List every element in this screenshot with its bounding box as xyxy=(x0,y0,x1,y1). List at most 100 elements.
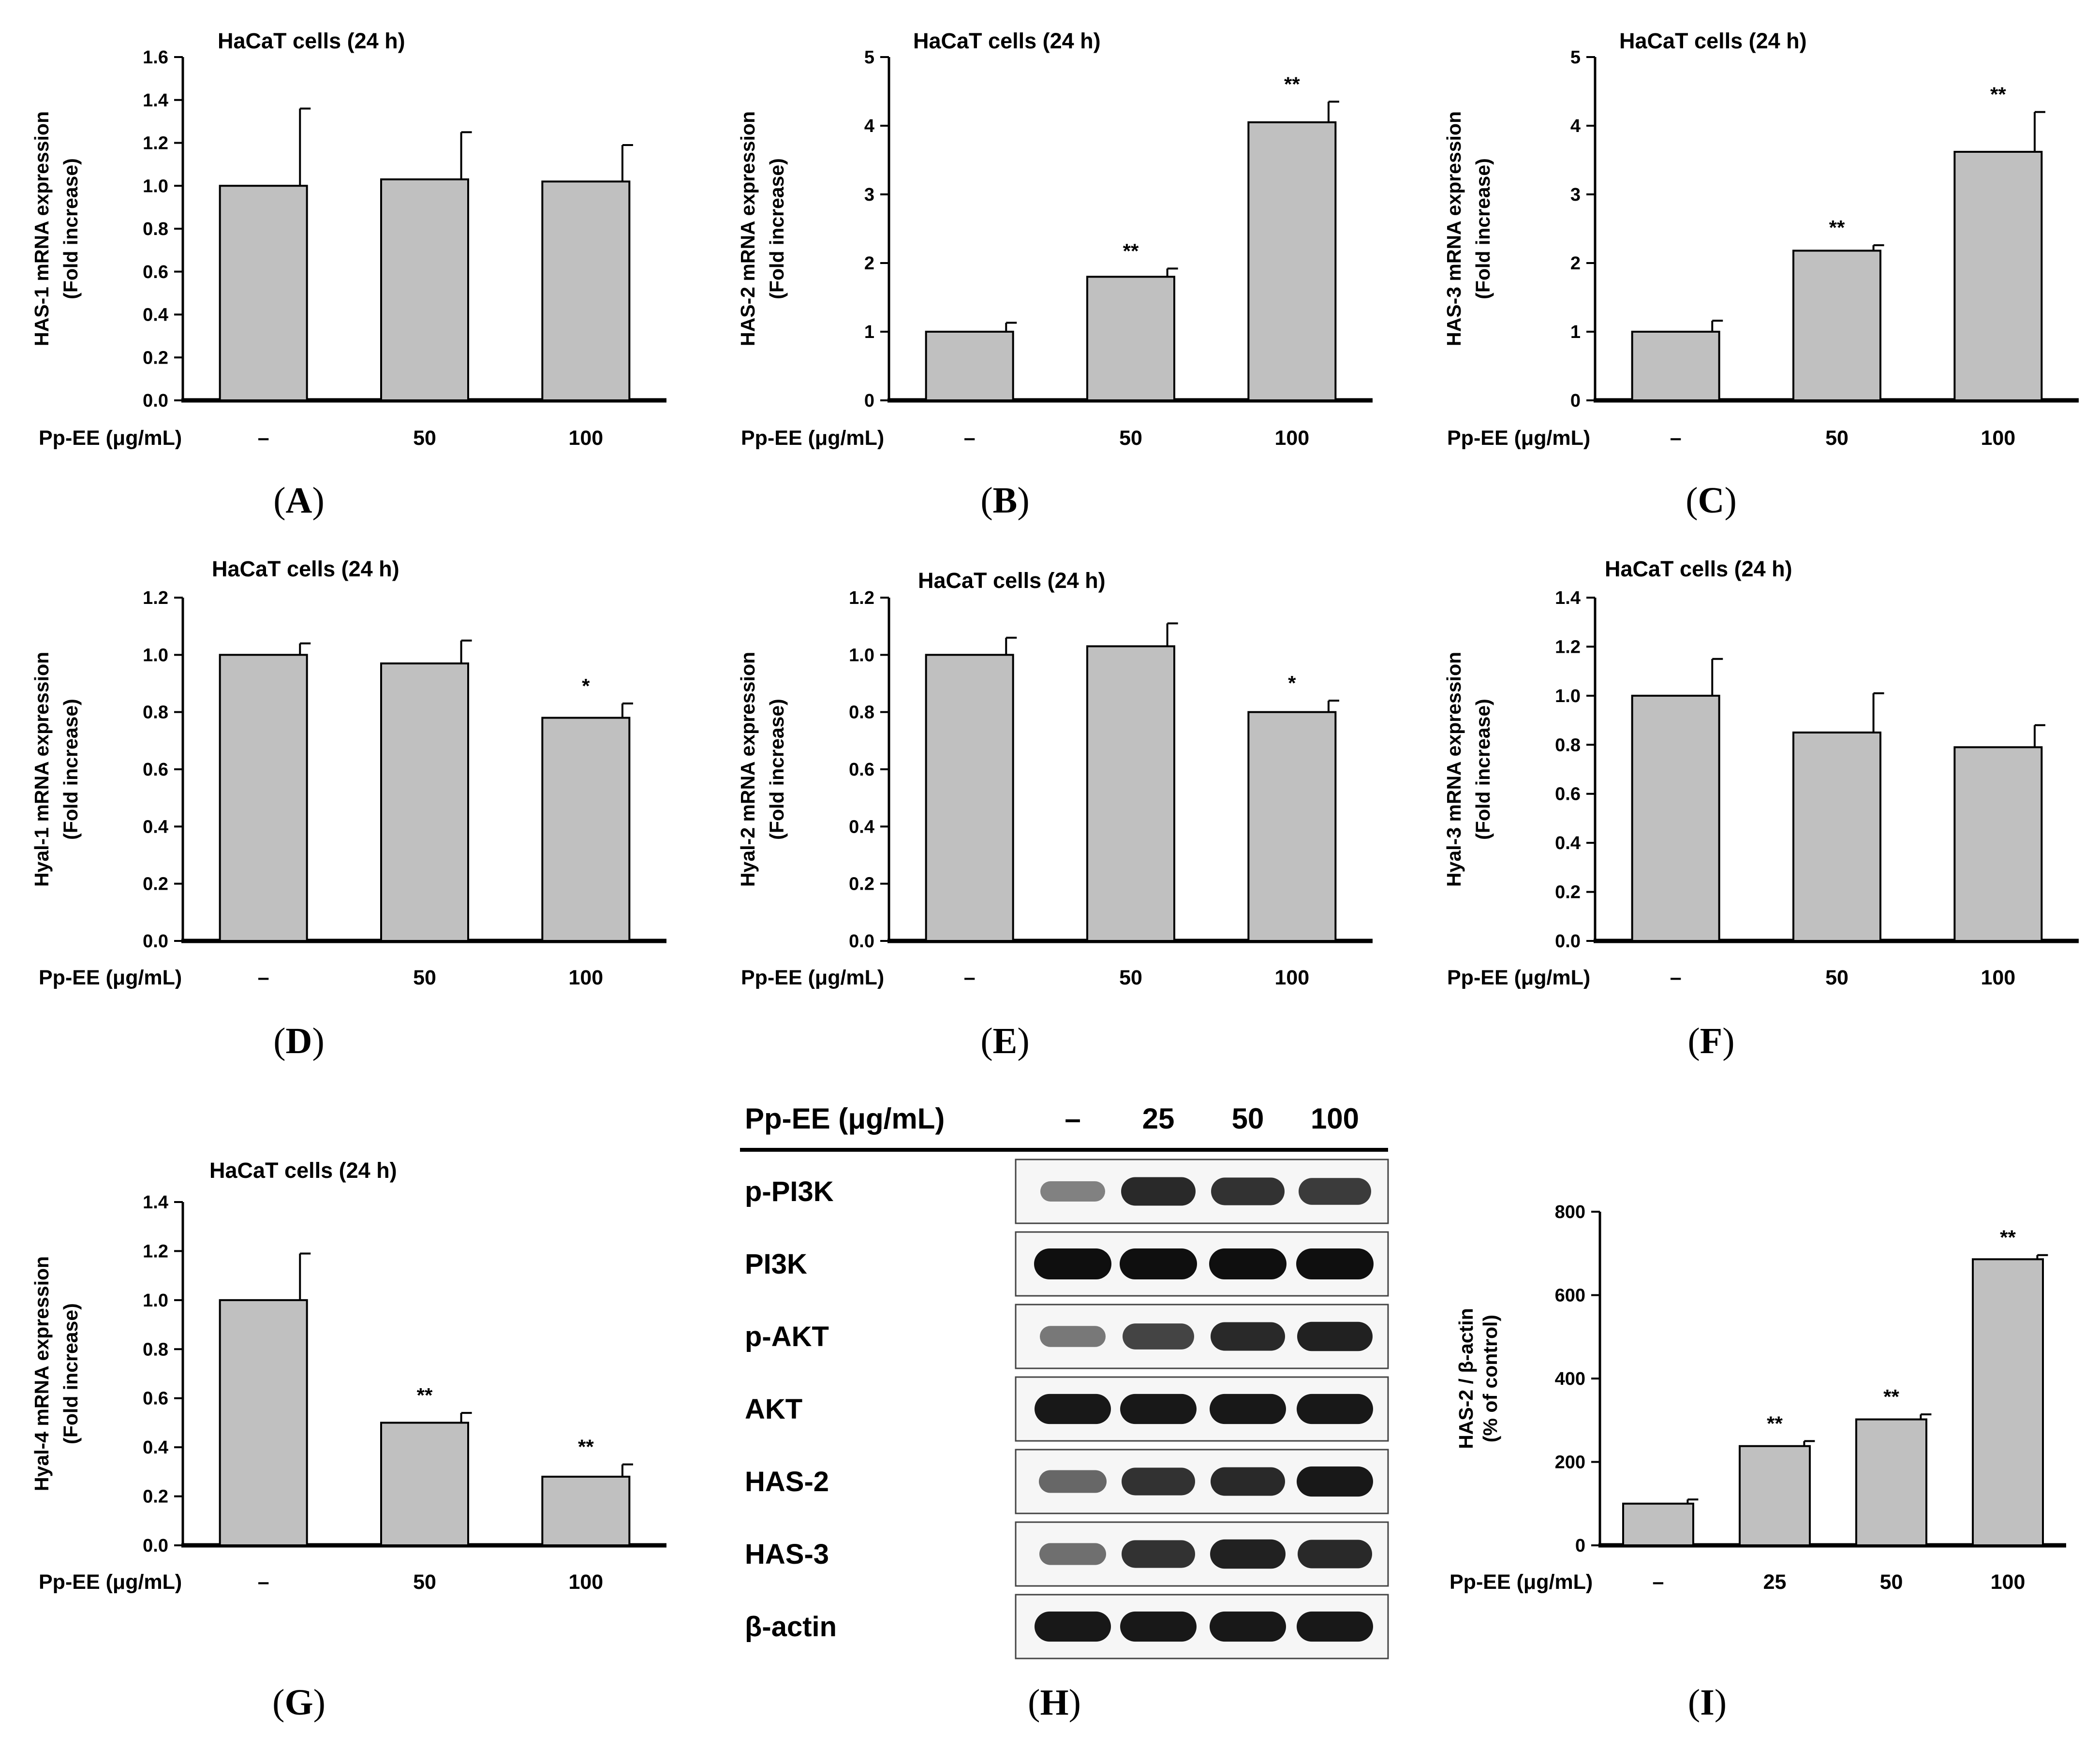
blot-band xyxy=(1120,1611,1197,1642)
y-axis-label: Hyal-3 mRNA expression xyxy=(1443,652,1465,887)
y-tick-label: 1.2 xyxy=(143,1241,168,1262)
blot-band xyxy=(1297,1611,1373,1642)
blot-row--actin: β-actin xyxy=(745,1594,1389,1659)
chart-title: HaCaT cells (24 h) xyxy=(1619,29,1807,53)
y-tick-label: 600 xyxy=(1555,1286,1585,1306)
x-tick-label: 50 xyxy=(413,1570,436,1594)
panel-label: (H) xyxy=(1028,1682,1081,1723)
panel-label: (B) xyxy=(980,480,1029,521)
blot-band xyxy=(1034,1248,1111,1279)
blot-row-akt: AKT xyxy=(745,1376,1389,1442)
y-tick-label: 1.2 xyxy=(1555,637,1581,657)
blot-row-p-akt: p-AKT xyxy=(745,1304,1389,1369)
significance-marker: ** xyxy=(578,1436,594,1458)
x-tick-label: 100 xyxy=(1274,426,1309,450)
blot-band xyxy=(1123,1323,1194,1350)
x-tick-label: 50 xyxy=(413,966,436,989)
y-axis-label: Hyal-1 mRNA expression xyxy=(30,652,53,887)
blot-band xyxy=(1210,1611,1286,1642)
y-tick-label: 0.2 xyxy=(143,1487,168,1507)
blot-band xyxy=(1039,1543,1106,1565)
x-tick-label: 100 xyxy=(1991,1570,2026,1594)
bar-2 xyxy=(1953,746,2043,942)
chart-title: HaCaT cells (24 h) xyxy=(913,29,1101,53)
y-tick-label: 1 xyxy=(1570,322,1581,342)
y-tick-label: 0.8 xyxy=(1555,735,1581,755)
blot-row-label: AKT xyxy=(745,1394,802,1425)
chart-a: HaCaT cells (24 h) HAS-1 mRNA expression (… xyxy=(30,29,666,521)
blot-row-has-3: HAS-3 xyxy=(745,1521,1389,1587)
y-tick-label: 0.2 xyxy=(143,348,168,368)
y-tick-label: 2 xyxy=(864,253,874,274)
bar-0 xyxy=(1622,1502,1694,1546)
blot-band xyxy=(1211,1177,1285,1205)
bar-2 xyxy=(541,180,631,401)
bar-0 xyxy=(219,654,308,942)
bar-1 xyxy=(380,178,469,401)
y-axis-label: HAS-2 mRNA expression xyxy=(737,111,759,346)
lane-label: 100 xyxy=(1311,1102,1359,1135)
y-axis-sublabel: (Fold increase) xyxy=(59,1303,82,1444)
blot-band xyxy=(1039,1470,1107,1493)
x-tick-label: 100 xyxy=(568,426,603,450)
treatment-label: Pp-EE (μg/mL) xyxy=(39,1570,182,1594)
bar-2 xyxy=(1953,150,2043,401)
chart-title: HaCaT cells (24 h) xyxy=(918,568,1106,593)
y-axis-label: HAS-3 mRNA expression xyxy=(1443,111,1465,346)
y-tick-label: 1.0 xyxy=(849,645,874,665)
y-axis-sublabel: (Fold increase) xyxy=(766,699,788,840)
x-tick-label: – xyxy=(258,1570,269,1594)
y-tick-label: 0.4 xyxy=(143,305,168,325)
blot-row-has-2: HAS-2 xyxy=(745,1449,1389,1514)
x-tick-label: 100 xyxy=(1981,966,2015,989)
significance-marker: ** xyxy=(1883,1385,1899,1408)
y-tick-label: 4 xyxy=(864,116,874,136)
panel-label: (D) xyxy=(273,1021,325,1061)
blot-band xyxy=(1035,1394,1111,1424)
y-tick-label: 0.8 xyxy=(143,703,168,723)
blot-band xyxy=(1211,1467,1285,1496)
x-tick-label: 50 xyxy=(1825,966,1849,989)
panel-label: (E) xyxy=(980,1021,1029,1061)
blot-row-label: PI3K xyxy=(745,1248,807,1280)
y-axis-sublabel: (Fold increase) xyxy=(59,158,82,299)
x-tick-label: 50 xyxy=(413,426,436,450)
y-tick-label: 0.0 xyxy=(849,931,874,952)
y-tick-label: 1.4 xyxy=(143,90,168,111)
y-tick-label: 200 xyxy=(1555,1453,1585,1473)
chart-g: HaCaT cells (24 h) Hyal-4 mRNA expression… xyxy=(30,1158,666,1723)
chart-title: HaCaT cells (24 h) xyxy=(209,1158,397,1183)
chart-e: HaCaT cells (24 h) Hyal-2 mRNA expression… xyxy=(737,568,1373,1061)
y-tick-label: 400 xyxy=(1555,1369,1585,1389)
lane-label: – xyxy=(1065,1102,1080,1135)
bar-0 xyxy=(219,185,308,401)
blot-band xyxy=(1120,1248,1197,1279)
y-tick-label: 800 xyxy=(1555,1202,1585,1222)
blot-band xyxy=(1120,1394,1197,1424)
treatment-label: Pp-EE (μg/mL) xyxy=(1447,966,1590,989)
y-tick-label: 0.4 xyxy=(1555,833,1581,853)
lane-label: 50 xyxy=(1232,1102,1264,1135)
bar-0 xyxy=(1631,331,1720,401)
x-tick-label: – xyxy=(258,966,269,989)
bar-2 xyxy=(1247,121,1337,401)
bar-1 xyxy=(380,1422,469,1546)
y-tick-label: 5 xyxy=(864,47,874,68)
blot-row-label: p-AKT xyxy=(745,1321,829,1352)
significance-marker: ** xyxy=(417,1384,433,1407)
blot-band xyxy=(1211,1322,1285,1351)
y-tick-label: 1.0 xyxy=(143,1291,168,1311)
y-tick-label: 1.2 xyxy=(143,588,168,608)
y-tick-label: 0.2 xyxy=(1555,882,1581,903)
y-tick-label: 3 xyxy=(864,185,874,205)
y-tick-label: 0.6 xyxy=(849,760,874,780)
y-axis-sublabel: (Fold increase) xyxy=(59,699,82,840)
x-tick-label: – xyxy=(1653,1570,1664,1594)
x-tick-label: 100 xyxy=(568,966,603,989)
y-tick-label: 1.0 xyxy=(143,645,168,665)
blot-row-label: p-PI3K xyxy=(745,1176,834,1207)
y-tick-label: 4 xyxy=(1570,116,1581,136)
y-tick-label: 0.6 xyxy=(1555,784,1581,805)
chart-i: HAS-2 / β-actin (% of control) 0 200 400 600 8… xyxy=(1449,1202,2066,1723)
